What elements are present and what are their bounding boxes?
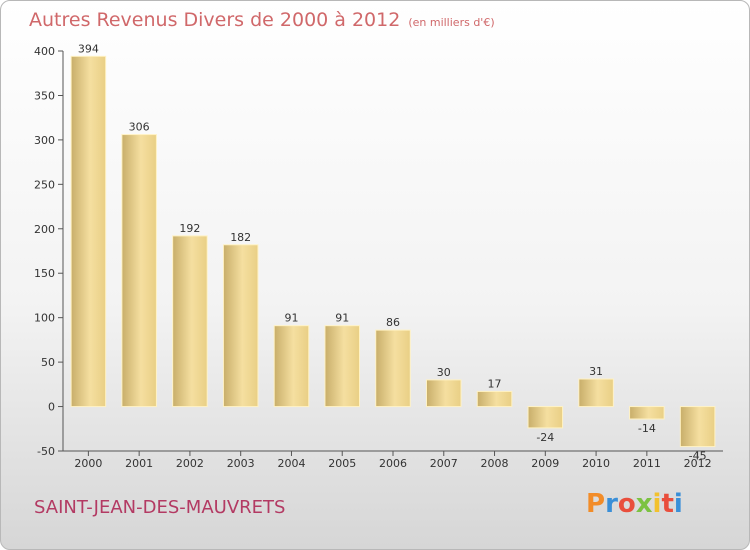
x-tick-label: 2003: [227, 457, 255, 470]
bar: [172, 235, 208, 408]
y-tick-label: -50: [37, 445, 55, 458]
y-tick-label: 200: [34, 223, 55, 236]
y-tick-label: 50: [41, 356, 55, 369]
bar: [679, 406, 716, 448]
bar: [324, 325, 360, 408]
proxiti-logo[interactable]: Proxiti: [586, 489, 683, 519]
y-tick-label: 350: [34, 89, 55, 102]
bar: [578, 378, 614, 408]
logo-letter: P: [586, 489, 606, 519]
x-tick-label: 2006: [379, 457, 407, 470]
x-tick-label: 2002: [176, 457, 204, 470]
y-tick-label: 250: [34, 178, 55, 191]
logo-letter: x: [635, 489, 653, 519]
bar-value-label: 30: [437, 366, 451, 379]
bar-value-label: -14: [638, 422, 656, 435]
bar: [273, 325, 310, 408]
x-tick-label: 2007: [430, 457, 458, 470]
y-tick-label: 0: [48, 401, 55, 414]
x-tick-label: 2000: [74, 457, 102, 470]
bar-value-label: 91: [284, 312, 298, 325]
bar: [527, 406, 564, 429]
bar-value-label: 17: [488, 377, 502, 390]
y-tick-label: 300: [34, 134, 55, 147]
logo-letter: t: [661, 489, 674, 519]
bar-value-label: 91: [335, 312, 349, 325]
bars: [70, 55, 716, 448]
x-tick-label: 2004: [277, 457, 305, 470]
y-tick-label: 400: [34, 45, 55, 58]
bar-value-label: 192: [179, 222, 200, 235]
x-tick-label: 2008: [481, 457, 509, 470]
location-name: SAINT-JEAN-DES-MAUVRETS: [34, 497, 286, 518]
bar: [222, 244, 259, 408]
bar: [375, 329, 411, 408]
bar: [70, 55, 107, 408]
bar-value-label: 306: [129, 121, 150, 134]
bar-value-label: -45: [689, 450, 707, 463]
y-tick-label: 150: [34, 267, 55, 280]
chart-title: Autres Revenus Divers de 2000 à 2012 (en …: [29, 9, 495, 31]
value-labels: 394 306 192 182 91 91 86 30 17 -24 31 -14 -45: [78, 42, 707, 462]
bar: [426, 379, 462, 408]
bar-value-label: 31: [589, 365, 603, 378]
chart-title-text: Autres Revenus Divers de 2000 à 2012: [29, 9, 401, 31]
x-tick-label: 2011: [633, 457, 661, 470]
x-tick-label: 2010: [582, 457, 610, 470]
logo-letter: o: [617, 489, 636, 519]
logo-letter: i: [652, 489, 662, 519]
bar-value-label: 86: [386, 316, 400, 329]
x-tick-label: 2001: [125, 457, 153, 470]
y-axis: -50 0 50 100 150 200 250 300 350 400: [34, 45, 64, 458]
y-tick-label: 100: [34, 312, 55, 325]
x-tick-label: 2009: [531, 457, 559, 470]
x-axis: 2000 2001 2002 2003 2004 2005 2006 2007 2008 2009…: [63, 450, 723, 470]
logo-letter: r: [605, 489, 618, 519]
x-tick-label: 2012: [684, 457, 712, 470]
x-tick-label: 2005: [328, 457, 356, 470]
bar-value-label: -24: [536, 431, 554, 444]
bar-value-label: 182: [230, 231, 251, 244]
bar-value-label: 394: [78, 42, 99, 55]
chart-subtitle: (en milliers d'€): [408, 16, 495, 29]
bar: [121, 134, 157, 408]
bar: [476, 390, 513, 408]
bar: [629, 406, 665, 420]
logo-letter: i: [673, 489, 683, 519]
